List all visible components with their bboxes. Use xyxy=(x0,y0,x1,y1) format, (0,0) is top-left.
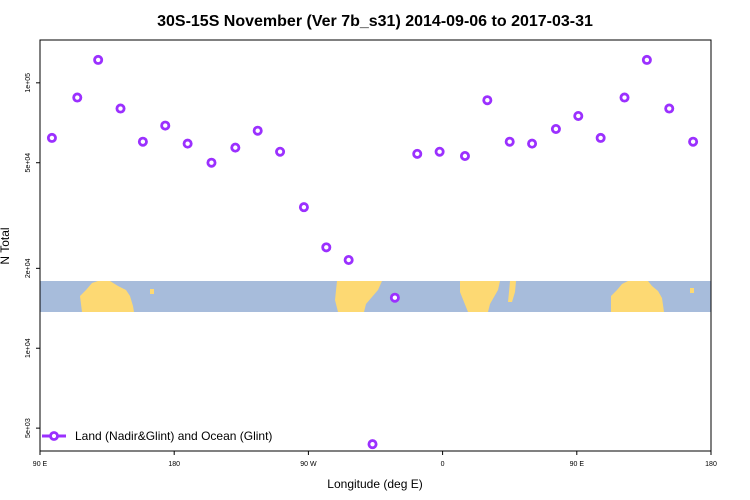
data-point xyxy=(182,138,193,149)
data-point xyxy=(93,54,104,65)
x-tick-label: 90 E xyxy=(33,461,48,468)
data-point xyxy=(641,54,652,65)
data-point xyxy=(343,255,354,266)
data-point xyxy=(160,120,171,131)
y-axis-label: N Total xyxy=(0,227,12,264)
land-shape xyxy=(80,281,134,312)
data-point xyxy=(504,136,515,147)
y-tick-label: 5e+03 xyxy=(25,418,32,438)
legend-marker xyxy=(49,431,59,441)
x-tick-label: 90 E xyxy=(570,461,585,468)
land-shape xyxy=(150,289,154,294)
plot-frame xyxy=(39,39,712,452)
data-point xyxy=(573,110,584,121)
x-tick-label: 0 xyxy=(441,461,445,468)
y-tick-label: 1e+04 xyxy=(25,338,32,358)
x-tick-label: 180 xyxy=(705,461,717,468)
data-point xyxy=(482,95,493,106)
data-point xyxy=(550,123,561,134)
data-point xyxy=(321,242,332,253)
data-point xyxy=(72,92,83,103)
y-tick-label: 2e+04 xyxy=(25,258,32,278)
data-point xyxy=(115,103,126,114)
x-tick-label: 90 W xyxy=(300,461,317,468)
data-point xyxy=(412,148,423,159)
data-point xyxy=(367,439,378,450)
data-point xyxy=(389,292,400,303)
data-point xyxy=(434,146,445,157)
y-axis: 5e+03 1e+04 2e+04 5e+04 1e+05 xyxy=(25,73,40,438)
data-point xyxy=(275,146,286,157)
x-axis: 90 E 180 90 W 0 90 E 180 xyxy=(33,451,717,468)
y-tick-label: 1e+05 xyxy=(25,73,32,93)
data-point xyxy=(137,136,148,147)
data-point xyxy=(688,136,699,147)
data-points xyxy=(46,54,699,450)
data-point xyxy=(527,138,538,149)
chart-title: 30S-15S November (Ver 7b_s31) 2014-09-06… xyxy=(157,13,593,30)
legend: Land (Nadir&Glint) and Ocean (Glint) xyxy=(42,429,272,443)
data-point xyxy=(298,202,309,213)
data-point xyxy=(459,151,470,162)
x-tick-label: 180 xyxy=(168,461,180,468)
y-tick-label: 5e+04 xyxy=(25,153,32,173)
land-shape xyxy=(508,281,516,302)
data-point xyxy=(46,132,57,143)
data-point xyxy=(664,103,675,114)
data-point xyxy=(252,125,263,136)
data-point xyxy=(595,132,606,143)
legend-entry: Land (Nadir&Glint) and Ocean (Glint) xyxy=(75,429,272,443)
land-shape xyxy=(611,281,664,312)
data-point xyxy=(206,157,217,168)
land-shape xyxy=(460,281,500,312)
data-point xyxy=(619,92,630,103)
map-strip xyxy=(40,281,711,312)
x-axis-label: Longitude (deg E) xyxy=(327,477,422,491)
land-shape xyxy=(690,288,694,293)
land-shape xyxy=(335,281,382,312)
data-point xyxy=(230,142,241,153)
